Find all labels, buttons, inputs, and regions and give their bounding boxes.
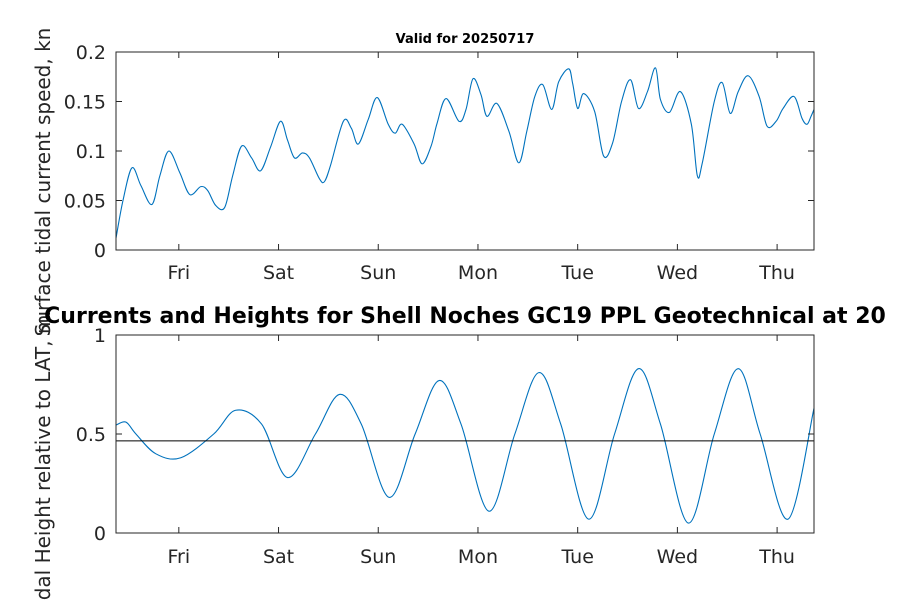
x-tick-label: Fri — [167, 262, 190, 284]
tidal-height-panel: Tidal Height relative to LAT, m 0 0.5 1 Fri… — [31, 315, 815, 600]
y-tick-label: 1 — [94, 325, 106, 347]
chart-title: Currents and Heights for Shell Noches GC… — [44, 304, 886, 329]
x-tick-label: Tue — [560, 546, 593, 568]
x-tick-label: Tue — [560, 262, 593, 284]
y-tick-label: 0 — [94, 240, 106, 262]
x-tick-label: Thu — [758, 262, 795, 284]
x-tick-label: Wed — [657, 546, 698, 568]
y-tick-label: 0.5 — [76, 424, 106, 446]
series-line — [115, 67, 815, 239]
y-tick-label: 0.15 — [64, 92, 106, 114]
y-tick-label: 0 — [94, 523, 106, 545]
chart-title: Valid for 20250717 — [396, 32, 535, 47]
y-axis-label: Surface tidal current speed, kn — [31, 28, 55, 337]
current-speed-panel: Valid for 20250717 Surface tidal current… — [31, 28, 815, 337]
y-axis-label: Tidal Height relative to LAT, m — [31, 315, 55, 600]
x-tick-label: Wed — [657, 262, 698, 284]
x-tick-label: Sat — [263, 546, 294, 568]
y-tick-label: 0.1 — [76, 141, 106, 163]
y-tick-label: 0.2 — [76, 42, 106, 64]
x-tick-label: Sun — [360, 262, 396, 284]
x-tick-label: Sat — [263, 262, 294, 284]
x-tick-label: Mon — [458, 546, 498, 568]
series-line — [115, 368, 815, 524]
x-tick-label: Fri — [167, 546, 190, 568]
plot-area-frame — [115, 51, 815, 251]
plot-area-frame — [115, 334, 815, 534]
y-tick-label: 0.05 — [64, 191, 106, 213]
x-tick-label: Sun — [360, 546, 396, 568]
x-tick-label: Thu — [758, 546, 795, 568]
x-tick-label: Mon — [458, 262, 498, 284]
